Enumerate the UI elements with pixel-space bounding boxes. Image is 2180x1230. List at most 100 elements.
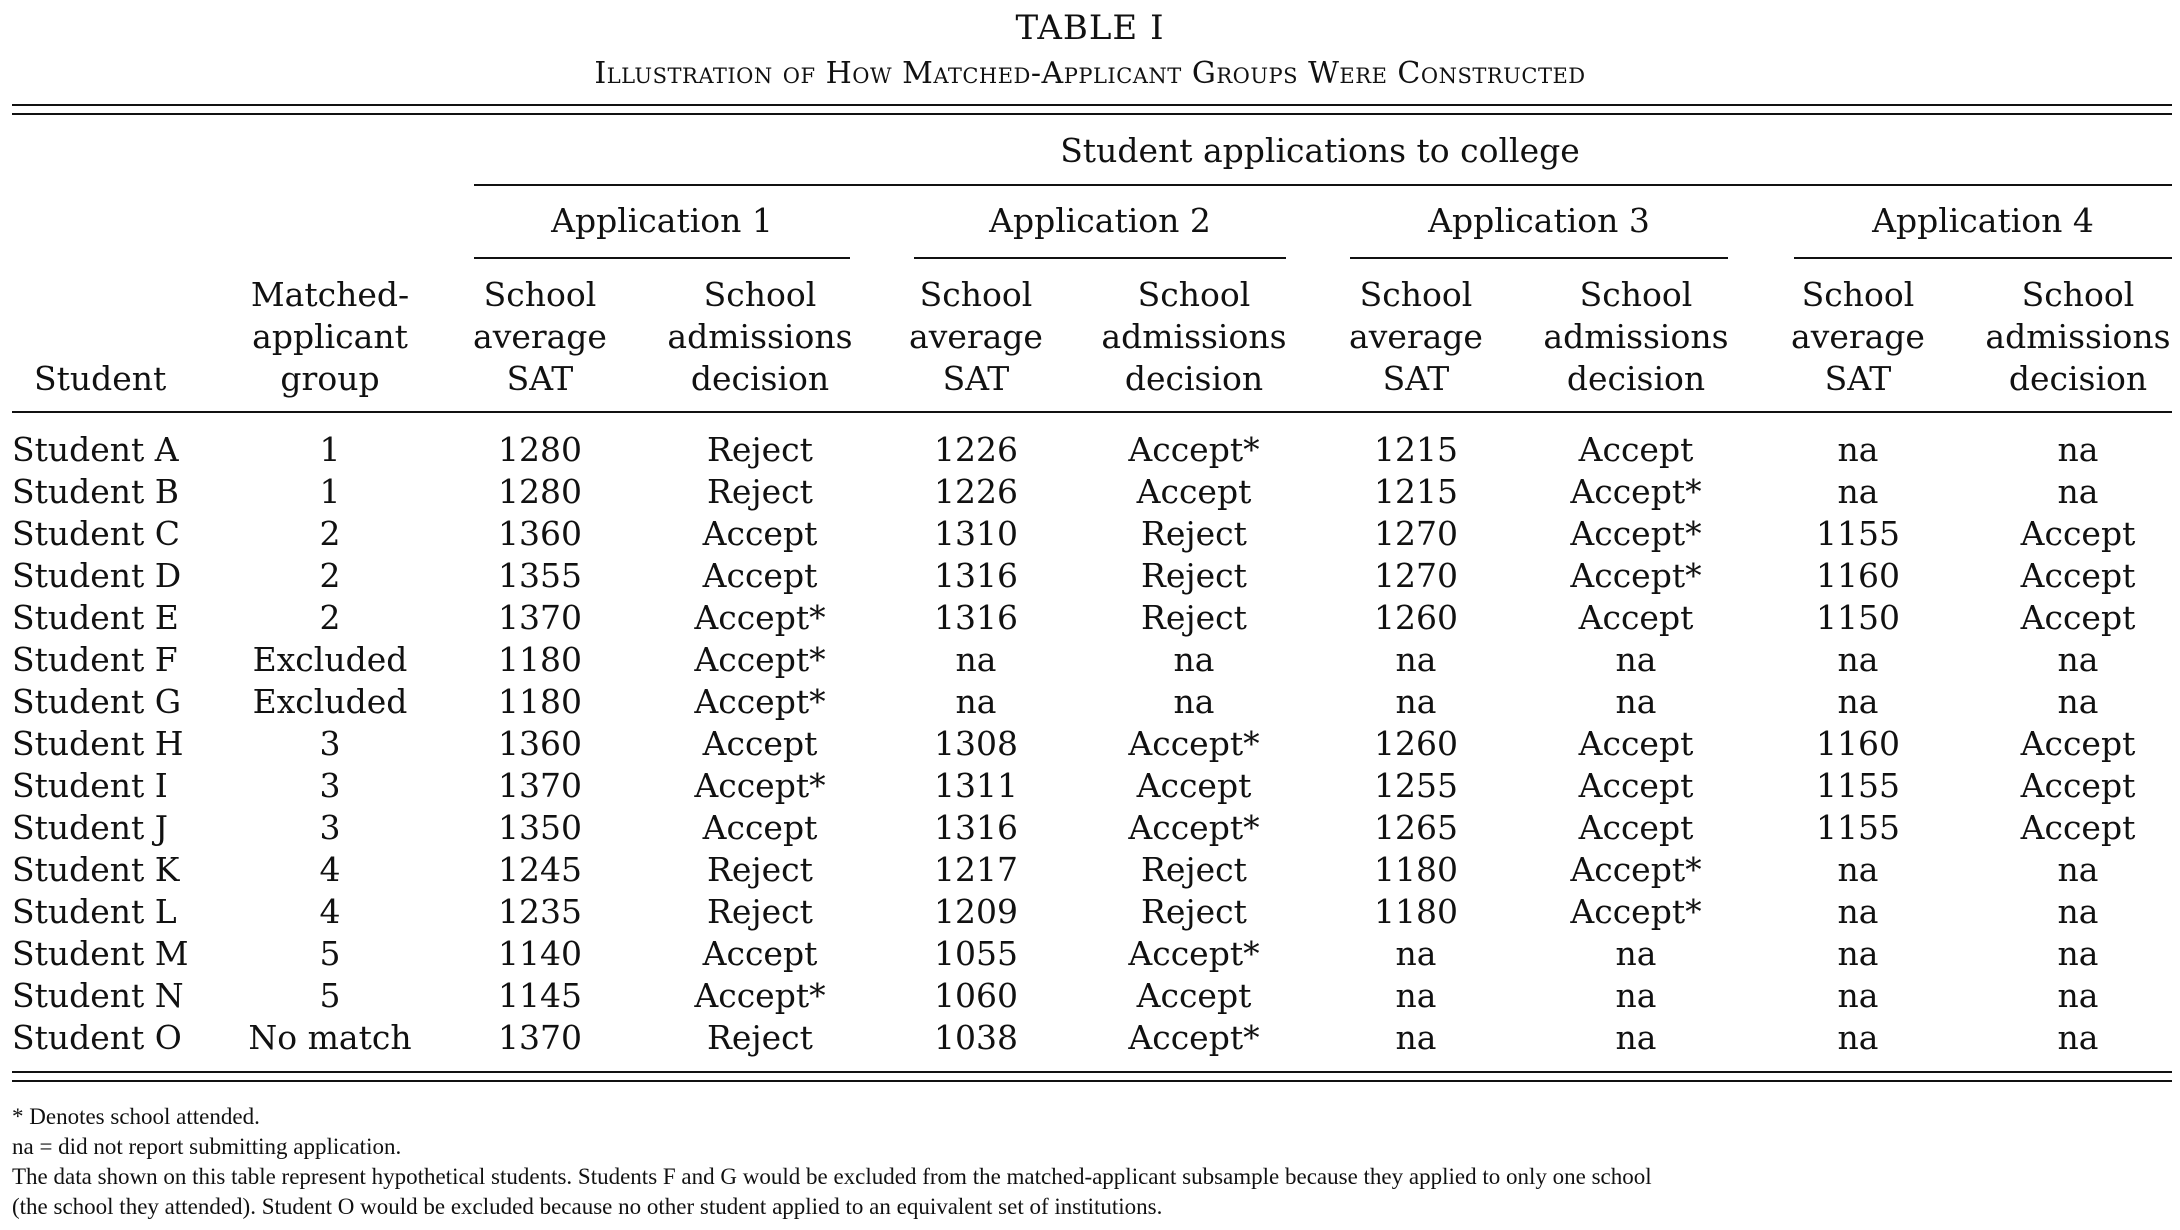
table-cell: Accept* xyxy=(1128,934,1260,973)
student-name-cell: Student A xyxy=(12,430,179,469)
footnote-na: na = did not report submitting applicati… xyxy=(12,1134,402,1159)
table-cell: 1 xyxy=(319,472,341,511)
table-cell: 1215 xyxy=(1374,472,1458,511)
decision-column-header-line: decision xyxy=(1124,359,1264,398)
application-2-header: Application 2 xyxy=(989,201,1211,240)
decision-column-header-line: School xyxy=(1137,275,1251,314)
table-cell: 1270 xyxy=(1374,556,1458,595)
table-cell: na xyxy=(1837,1018,1879,1057)
table-cell: Accept xyxy=(702,556,818,595)
table-cell: Accept* xyxy=(694,976,826,1015)
decision-column-header-line: decision xyxy=(2008,359,2148,398)
decision-column-header-line: decision xyxy=(690,359,830,398)
table-cell: 1360 xyxy=(498,514,582,553)
table-cell: 1140 xyxy=(498,934,582,973)
table-cell: na xyxy=(1395,640,1437,679)
table-cell: 1215 xyxy=(1374,430,1458,469)
table-cell: 1226 xyxy=(934,430,1018,469)
application-4-underline xyxy=(1794,257,2172,259)
table-cell: Reject xyxy=(707,472,813,511)
table-cell: 1350 xyxy=(498,808,582,847)
bottom-rule-upper xyxy=(12,1071,2172,1073)
table-cell: Reject xyxy=(707,850,813,889)
sat-column-header-line: School xyxy=(483,275,597,314)
decision-column-header-line: School xyxy=(1579,275,1693,314)
table-cell: Reject xyxy=(707,892,813,931)
table-cell: na xyxy=(1395,934,1437,973)
table-cell: 1 xyxy=(319,430,341,469)
table-cell: Accept xyxy=(2020,766,2136,805)
group-column-header-line: applicant xyxy=(252,317,408,356)
table-cell: na xyxy=(2057,934,2099,973)
footnote-asterisk: * Denotes school attended. xyxy=(12,1104,260,1129)
table-cell: na xyxy=(1615,976,1657,1015)
top-rule-upper xyxy=(12,104,2172,106)
sat-column-header-line: SAT xyxy=(506,359,574,398)
group-column-header-line: Matched- xyxy=(250,275,410,314)
table-cell: Accept* xyxy=(694,682,826,721)
table-cell: na xyxy=(1837,430,1879,469)
table-cell: na xyxy=(1837,472,1879,511)
table-cell: 3 xyxy=(319,766,341,805)
table-cell: Accept xyxy=(1578,724,1694,763)
table-cell: Accept* xyxy=(694,598,826,637)
table-cell: 3 xyxy=(319,808,341,847)
table-cell: Reject xyxy=(1141,598,1247,637)
table-cell: na xyxy=(1837,976,1879,1015)
application-4-header: Application 4 xyxy=(1872,201,2094,240)
student-name-cell: Student D xyxy=(12,556,182,595)
table-cell: Accept xyxy=(2020,556,2136,595)
table-cell: Accept* xyxy=(1570,556,1702,595)
table-cell: na xyxy=(1615,640,1657,679)
table-cell: na xyxy=(955,640,997,679)
table-cell: Accept xyxy=(2020,598,2136,637)
table-cell: Accept* xyxy=(1128,808,1260,847)
table-cell: na xyxy=(2057,682,2099,721)
table-cell: 1235 xyxy=(498,892,582,931)
sat-column-header-line: average xyxy=(1349,317,1483,356)
table-cell: Reject xyxy=(707,1018,813,1057)
table-cell: 1360 xyxy=(498,724,582,763)
table-cell: Accept xyxy=(702,514,818,553)
student-name-cell: Student O xyxy=(12,1018,182,1057)
sat-column-header-line: SAT xyxy=(942,359,1010,398)
table-cell: 3 xyxy=(319,724,341,763)
table-cell: na xyxy=(1837,640,1879,679)
decision-column-header-line: admissions xyxy=(1101,317,1287,356)
table-cell: na xyxy=(1615,682,1657,721)
table-cell: na xyxy=(1173,640,1215,679)
table-cell: Accept xyxy=(2020,514,2136,553)
table-cell: Accept* xyxy=(1128,724,1260,763)
table-cell: 1265 xyxy=(1374,808,1458,847)
table-cell: Accept* xyxy=(694,766,826,805)
table-cell: Reject xyxy=(1141,850,1247,889)
sat-column-header-line: School xyxy=(1801,275,1915,314)
table-cell: Reject xyxy=(1141,514,1247,553)
table-title: Illustration of How Matched-Applicant Gr… xyxy=(594,56,1586,91)
table-cell: 1280 xyxy=(498,430,582,469)
table-cell: 1160 xyxy=(1816,724,1900,763)
table-cell: na xyxy=(2057,892,2099,931)
footnote-note-line-1: The data shown on this table represent h… xyxy=(12,1164,1652,1189)
table-cell: 5 xyxy=(319,934,341,973)
table-cell: na xyxy=(2057,640,2099,679)
table-cell: 1155 xyxy=(1816,766,1900,805)
student-name-cell: Student L xyxy=(12,892,177,931)
table-cell: 1226 xyxy=(934,472,1018,511)
table-cell: 1180 xyxy=(498,682,582,721)
table-cell: 1370 xyxy=(498,1018,582,1057)
table-cell: 1370 xyxy=(498,598,582,637)
table-cell: 1308 xyxy=(934,724,1018,763)
table-label: TABLE I xyxy=(1015,8,1165,48)
student-name-cell: Student J xyxy=(12,808,169,847)
table-cell: na xyxy=(2057,472,2099,511)
table-cell: 1260 xyxy=(1374,724,1458,763)
table-cell: No match xyxy=(248,1018,412,1057)
table-cell: Accept* xyxy=(1570,850,1702,889)
table-cell: Excluded xyxy=(252,640,408,679)
application-3-header: Application 3 xyxy=(1428,201,1650,240)
table-cell: 1280 xyxy=(498,472,582,511)
decision-column-header-line: School xyxy=(2021,275,2135,314)
table-cell: 1316 xyxy=(934,556,1018,595)
table-cell: Accept xyxy=(1136,472,1252,511)
